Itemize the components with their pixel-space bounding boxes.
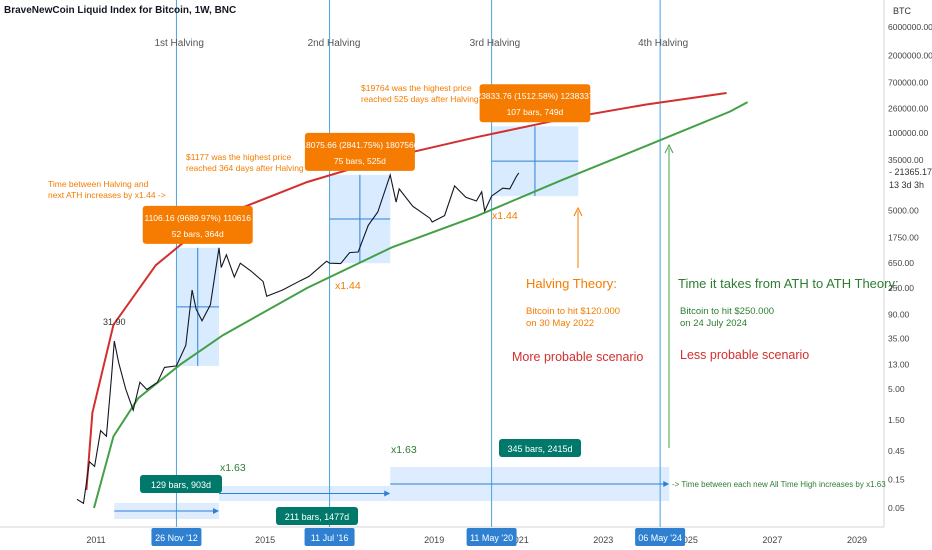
x-tick-label: 2011 xyxy=(86,535,105,545)
range-bars-label: 75 bars, 525d xyxy=(334,156,386,166)
multiplier-2020: x1.44 xyxy=(492,210,518,222)
range-change-label: 18075.66 (2841.75%) 1807566 xyxy=(301,140,418,150)
halving-date-badge xyxy=(635,528,686,546)
y-tick-label: 90.00 xyxy=(888,309,910,319)
y-tick-label: 1.50 xyxy=(888,415,905,425)
range-badge xyxy=(142,205,253,244)
ath-range-arrowhead xyxy=(213,508,220,514)
halving-date-label: 11 May '20 xyxy=(470,533,513,543)
note-19764: $19764 was the highest price reached 525 … xyxy=(361,83,479,104)
x-tick-label: 2025 xyxy=(678,535,698,545)
x-tick-label: 2021 xyxy=(509,535,529,545)
y-tick-label: 260000.00 xyxy=(888,103,928,113)
bar-countdown-label: 13 3d 3h xyxy=(889,180,924,190)
chart-title: BraveNewCoin Liquid Index for Bitcoin, 1… xyxy=(4,5,236,16)
ath-range-label: 129 bars, 903d xyxy=(151,480,211,490)
ath-multiplier-2: x1.63 xyxy=(391,444,417,456)
halving-name: 3rd Halving xyxy=(470,38,521,49)
y-tick-label: 250.00 xyxy=(888,283,914,293)
range-bars-label: 107 bars, 749d xyxy=(507,107,564,117)
halving-ath-note: Time between Halving and next ATH increas… xyxy=(48,179,166,200)
currency-label: BTC xyxy=(893,6,912,16)
y-tick-label: 13.00 xyxy=(888,359,910,369)
y-tick-label: 5.00 xyxy=(888,384,905,394)
range-bars-label: 52 bars, 364d xyxy=(172,229,224,239)
price-axis[interactable] xyxy=(884,0,932,550)
price-line[interactable] xyxy=(76,172,520,505)
ath-range-arrowhead xyxy=(663,481,670,487)
halving-theory-target: Bitcoin to hit $120.000 on 30 May 2022 xyxy=(526,306,620,329)
y-tick-label: 6000000.00 xyxy=(888,22,932,32)
ath-range-badge xyxy=(276,507,358,525)
ath-theory-target: Bitcoin to hit $250.000 on 24 July 2024 xyxy=(680,306,774,329)
multiplier-2016: x1.44 xyxy=(335,280,361,292)
range-badge xyxy=(304,132,415,171)
ath-range-arrowhead xyxy=(384,490,391,497)
x-tick-label: 2029 xyxy=(847,535,867,545)
plot-area[interactable] xyxy=(0,0,884,527)
ath-range-label: 345 bars, 2415d xyxy=(507,444,572,454)
y-tick-label: 35.00 xyxy=(888,334,910,344)
y-tick-label: 2000000.00 xyxy=(888,51,932,61)
y-tick-label: 35000.00 xyxy=(888,155,924,165)
ath-range-badge xyxy=(140,475,222,493)
halving-name: 4th Halving xyxy=(638,38,688,49)
halving-date-label: 26 Nov '12 xyxy=(155,533,198,543)
halving-date-badge xyxy=(151,528,202,546)
y-tick-label: 0.15 xyxy=(888,475,905,485)
y-tick-label: 0.05 xyxy=(888,503,905,513)
ath-theory-verdict: Less probable scenario xyxy=(680,348,809,362)
y-tick-label: 5000.00 xyxy=(888,205,919,215)
peak-label: 31.90 xyxy=(103,317,126,327)
y-tick-label: 100000.00 xyxy=(888,128,928,138)
range-change-label: 1106.16 (9689.97%) 110616 xyxy=(144,213,251,223)
y-tick-label: 650.00 xyxy=(888,258,914,268)
last-price-label: - 21365.17 xyxy=(889,167,932,177)
halving-target-arrowhead xyxy=(573,206,583,217)
halving-date-label: 11 Jul '16 xyxy=(311,533,349,543)
halving-name: 2nd Halving xyxy=(308,38,361,49)
x-tick-label: 2027 xyxy=(762,535,782,545)
range-badge xyxy=(479,84,591,123)
halving-theory-verdict: More probable scenario xyxy=(512,350,643,364)
halving-date-label: 06 May '24 xyxy=(638,533,682,543)
ath-target-arrowhead xyxy=(664,143,674,154)
halving-theory-title: Halving Theory: xyxy=(526,276,617,291)
y-tick-label: 0.45 xyxy=(888,446,905,456)
x-tick-label: 2015 xyxy=(255,535,275,545)
ath-theory-title: Time it takes from ATH to ATH Theory: xyxy=(678,276,899,291)
ath-note: -> Time between each new All Time High i… xyxy=(672,480,886,489)
ath-range-badge xyxy=(499,439,581,457)
y-tick-label: 700000.00 xyxy=(888,78,928,88)
y-tick-label: 1750.00 xyxy=(888,233,919,243)
halving-name: 1st Halving xyxy=(154,38,203,49)
halving-date-badge xyxy=(466,528,517,546)
ath-multiplier-1: x1.63 xyxy=(220,462,246,474)
x-tick-label: 2023 xyxy=(593,535,613,545)
range-change-label: 123833.76 (1512.58%) 12383376 xyxy=(472,91,599,101)
halving-date-badge xyxy=(304,528,355,546)
note-1177: $1177 was the highest price reached 364 d… xyxy=(186,152,304,173)
ath-range-label: 211 bars, 1477d xyxy=(285,512,349,522)
x-tick-label: 2019 xyxy=(424,535,444,545)
